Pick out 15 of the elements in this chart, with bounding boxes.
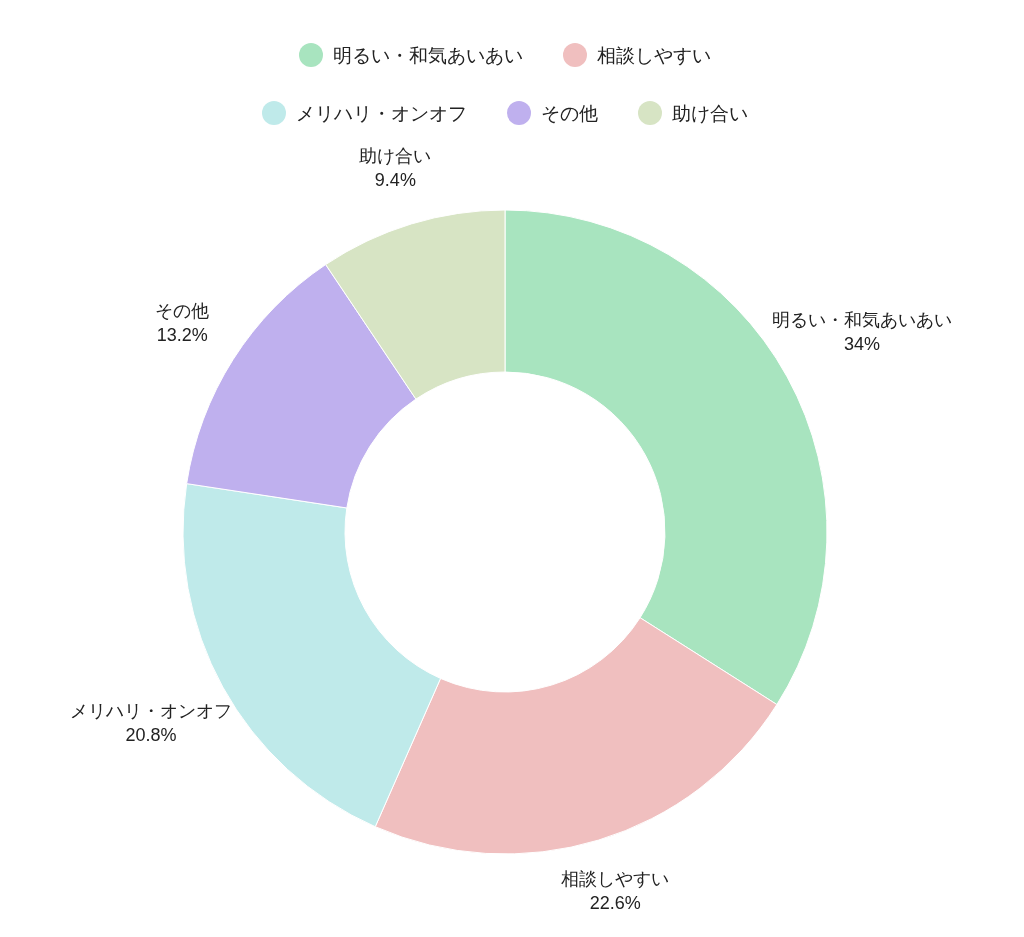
legend-label: その他 bbox=[541, 102, 598, 124]
data-label: 22.6% bbox=[589, 892, 641, 913]
slice-label: メリハリ・オンオフ bbox=[70, 700, 233, 721]
data-label: 34% bbox=[844, 333, 881, 354]
data-label: 9.4% bbox=[374, 169, 416, 190]
slice-label: 明るい・和気あいあい bbox=[772, 309, 953, 330]
slice-label: 相談しやすい bbox=[561, 868, 670, 889]
legend-label: 相談しやすい bbox=[597, 44, 711, 66]
legend-label: 助け合い bbox=[672, 102, 748, 124]
legend-label: 明るい・和気あいあい bbox=[333, 44, 523, 66]
legend-label: メリハリ・オンオフ bbox=[296, 102, 467, 124]
slice-label: 助け合い bbox=[359, 145, 432, 166]
data-label: 20.8% bbox=[125, 724, 177, 745]
slice-label: その他 bbox=[155, 301, 210, 322]
data-label: 13.2% bbox=[156, 325, 208, 346]
